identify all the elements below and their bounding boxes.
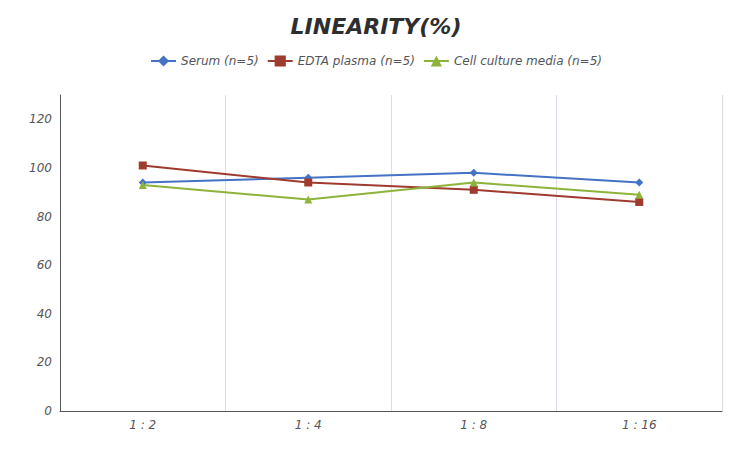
svg-text:1 : 16: 1 : 16	[622, 418, 657, 432]
svg-text:Serum (n=5): Serum (n=5)	[181, 54, 259, 68]
svg-text:1 : 4: 1 : 4	[295, 418, 322, 432]
svg-text:1 : 8: 1 : 8	[460, 418, 487, 432]
svg-text:0: 0	[44, 404, 52, 418]
svg-text:20: 20	[37, 355, 53, 369]
svg-text:60: 60	[37, 258, 53, 272]
svg-text:100: 100	[29, 161, 52, 175]
svg-text:EDTA plasma (n=5): EDTA plasma (n=5)	[298, 54, 415, 68]
svg-text:Cell culture media (n=5): Cell culture media (n=5)	[454, 54, 602, 68]
svg-text:80: 80	[37, 210, 53, 224]
svg-text:40: 40	[37, 307, 53, 321]
svg-text:LINEARITY(%): LINEARITY(%)	[291, 14, 462, 39]
svg-text:1 : 2: 1 : 2	[129, 418, 156, 432]
svg-text:120: 120	[29, 112, 52, 126]
